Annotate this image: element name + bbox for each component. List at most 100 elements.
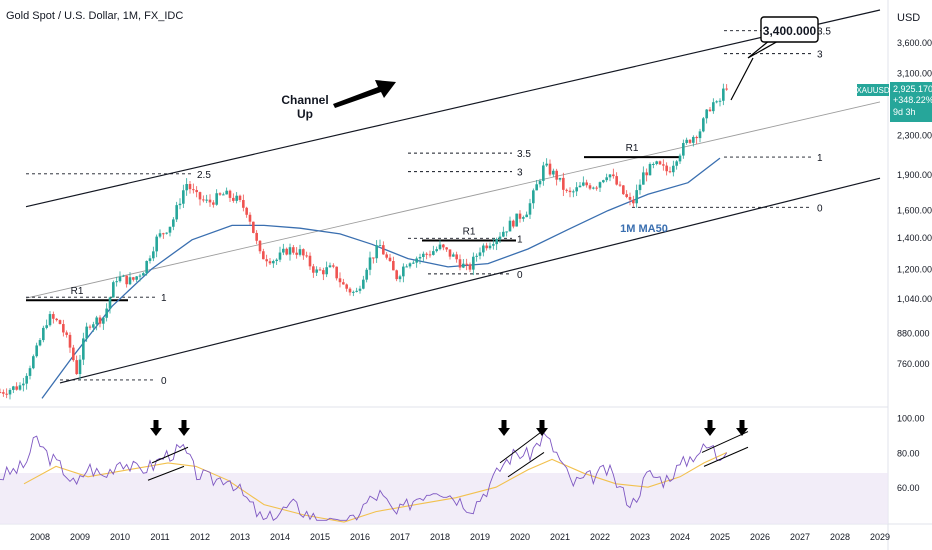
candle-body[interactable] <box>205 199 208 201</box>
candle-body[interactable] <box>675 161 678 166</box>
candle-body[interactable] <box>235 195 238 201</box>
candle-body[interactable] <box>485 245 488 249</box>
candle-body[interactable] <box>188 184 192 190</box>
candle-body[interactable] <box>312 266 315 273</box>
candle-body[interactable] <box>512 220 515 227</box>
candle-body[interactable] <box>702 118 705 132</box>
candle-body[interactable] <box>618 184 622 186</box>
candle-body[interactable] <box>58 320 62 325</box>
candle-body[interactable] <box>35 345 38 357</box>
candle-body[interactable] <box>365 269 368 280</box>
candle-body[interactable] <box>435 249 438 252</box>
candle-body[interactable] <box>215 193 218 205</box>
candle-body[interactable] <box>658 161 662 165</box>
candle-body[interactable] <box>158 233 162 237</box>
candle-body[interactable] <box>372 257 375 259</box>
candle-body[interactable] <box>178 203 182 206</box>
candle-body[interactable] <box>348 288 352 293</box>
candle-body[interactable] <box>275 259 278 262</box>
candle-body[interactable] <box>458 259 462 268</box>
candle-body[interactable] <box>385 254 388 258</box>
candle-body[interactable] <box>468 264 472 270</box>
time-axis[interactable]: 2008 2009 2010 2011 2012 2013 2014 2015 2016 2017… <box>30 532 890 542</box>
candle-body[interactable] <box>472 256 475 270</box>
candle-body[interactable] <box>525 214 528 218</box>
candle-body[interactable] <box>142 273 145 276</box>
candle-body[interactable] <box>152 251 155 259</box>
candle-body[interactable] <box>175 205 178 220</box>
candle-body[interactable] <box>332 265 335 267</box>
candle-body[interactable] <box>495 239 498 245</box>
candle-body[interactable] <box>335 266 338 279</box>
candle-body[interactable] <box>48 314 52 326</box>
candle-body[interactable] <box>72 347 75 361</box>
candle-body[interactable] <box>672 165 675 173</box>
candle-body[interactable] <box>582 182 585 186</box>
candle-body[interactable] <box>652 163 655 165</box>
candle-body[interactable] <box>575 187 578 192</box>
candle-body[interactable] <box>88 326 92 328</box>
candle-body[interactable] <box>678 155 682 162</box>
candle-body[interactable] <box>425 253 428 255</box>
candle-body[interactable] <box>648 164 652 176</box>
candle-body[interactable] <box>475 255 478 257</box>
candle-body[interactable] <box>105 308 108 318</box>
candle-body[interactable] <box>198 192 202 200</box>
candle-body[interactable] <box>388 257 392 262</box>
candle-body[interactable] <box>272 261 275 264</box>
candle-body[interactable] <box>112 282 115 298</box>
candle-body[interactable] <box>555 170 558 180</box>
candle-body[interactable] <box>55 318 58 321</box>
candle-body[interactable] <box>232 197 235 201</box>
candle-body[interactable] <box>172 219 175 227</box>
candle-body[interactable] <box>8 389 12 395</box>
candle-body[interactable] <box>208 199 212 203</box>
candle-body[interactable] <box>265 259 268 262</box>
candle-body[interactable] <box>288 247 292 255</box>
candle-body[interactable] <box>122 275 125 277</box>
candle-body[interactable] <box>418 256 422 259</box>
candle-body[interactable] <box>325 267 328 275</box>
candle-body[interactable] <box>432 251 435 255</box>
candle-body[interactable] <box>258 240 262 252</box>
candle-body[interactable] <box>635 190 638 204</box>
candle-body[interactable] <box>65 332 68 335</box>
candle-body[interactable] <box>445 247 448 250</box>
candle-body[interactable] <box>168 226 172 233</box>
candle-body[interactable] <box>45 325 48 328</box>
candle-body[interactable] <box>18 385 22 390</box>
candle-body[interactable] <box>162 233 165 235</box>
candle-body[interactable] <box>92 324 95 328</box>
candle-body[interactable] <box>615 176 618 185</box>
candle-body[interactable] <box>412 262 415 264</box>
candle-body[interactable] <box>515 213 518 227</box>
candle-body[interactable] <box>362 279 365 289</box>
candle-body[interactable] <box>405 266 408 268</box>
candle-body[interactable] <box>625 194 628 197</box>
candle-body[interactable] <box>328 265 332 268</box>
candle-body[interactable] <box>295 252 298 255</box>
candle-body[interactable] <box>562 177 565 190</box>
target-callout[interactable]: 3,400.000 <box>730 16 819 101</box>
candle-body[interactable] <box>252 221 255 233</box>
candle-body[interactable] <box>368 257 372 270</box>
candle-body[interactable] <box>692 136 695 143</box>
candle-body[interactable] <box>588 185 592 189</box>
candle-body[interactable] <box>195 190 198 193</box>
candle-body[interactable] <box>262 251 265 260</box>
candle-body[interactable] <box>98 317 102 324</box>
candle-body[interactable] <box>632 199 635 204</box>
candle-body[interactable] <box>282 248 285 253</box>
candle-body[interactable] <box>712 102 715 112</box>
candle-body[interactable] <box>708 109 712 112</box>
candle-body[interactable] <box>15 386 18 390</box>
candle-body[interactable] <box>155 236 158 252</box>
candle-body[interactable] <box>78 359 82 375</box>
candle-body[interactable] <box>608 174 612 178</box>
candle-body[interactable] <box>218 193 222 195</box>
candle-body[interactable] <box>502 231 505 237</box>
candle-body[interactable] <box>352 291 355 293</box>
candle-body[interactable] <box>52 314 55 319</box>
candle-body[interactable] <box>415 258 418 263</box>
candle-body[interactable] <box>612 174 615 177</box>
